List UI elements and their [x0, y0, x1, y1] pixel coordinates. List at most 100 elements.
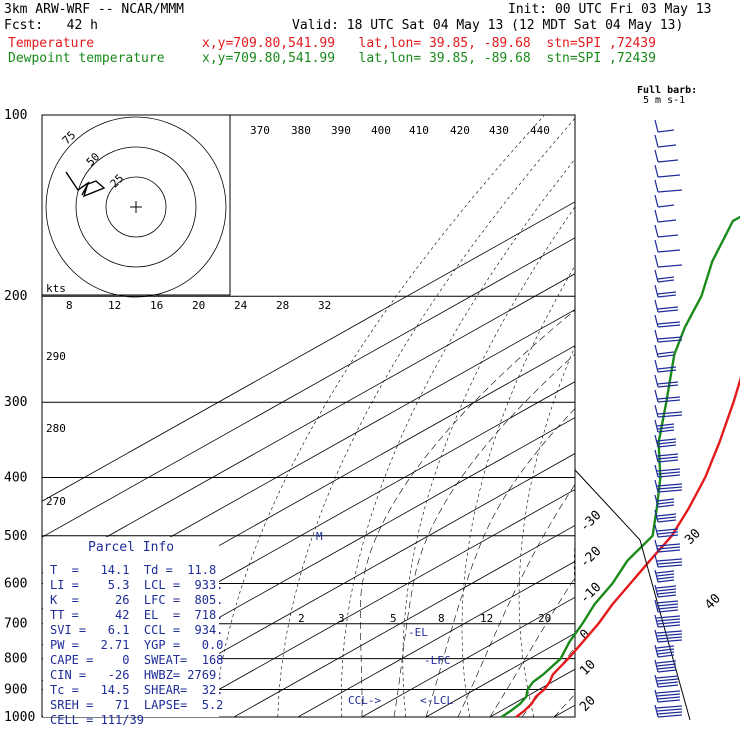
wind-barb-staff [654, 389, 659, 403]
wind-barb-flag [657, 606, 679, 610]
wind-barb-flag [657, 534, 679, 538]
wind-barb-staff [654, 284, 659, 298]
wind-barb-flag [657, 639, 683, 643]
wind-barb-staff [654, 659, 659, 673]
wind-barb-flag [656, 648, 675, 652]
mixing-ratio-label: 8 [438, 612, 445, 625]
pressure-tick-label: 100 [4, 108, 27, 123]
plot-frame [41, 114, 576, 718]
wind-barb-flag [656, 660, 677, 664]
wind-barb-staff [654, 584, 659, 598]
isotherm-tick-label: -20 [577, 544, 604, 571]
dry-adiabat-line [461, 265, 575, 717]
wind-barb-flag [657, 519, 677, 523]
pressure-tick-label: 1000 [4, 710, 35, 725]
theta-label: 430 [489, 124, 509, 137]
wind-barb-staff [654, 299, 659, 313]
wind-barb-flag [657, 396, 681, 400]
wind-barb-flag [657, 219, 677, 223]
theta-label: 370 [250, 124, 270, 137]
isotherm-line [42, 273, 575, 574]
valid-time: Valid: 18 UTC Sat 04 May 13 (12 MDT Sat … [292, 18, 684, 33]
isotherm-line [425, 632, 575, 717]
wind-barb-flag [656, 483, 683, 487]
parcel-row: PW = 2.71 YGP = 0.0 [50, 638, 224, 652]
wind-barb-staff [654, 539, 659, 553]
parcel-row: LI = 5.3 LCL = 933. [50, 578, 224, 592]
wind-barb-staff [654, 479, 659, 493]
wind-barb-flag [657, 429, 675, 433]
theta-label: 380 [291, 124, 311, 137]
wind-barb-flag [657, 696, 681, 700]
moist-adiabat-line [457, 483, 575, 717]
wind-barb-flag [657, 399, 681, 403]
wind-barb-flag [657, 384, 679, 388]
temperature-line [515, 376, 740, 718]
wind-barb-flag [657, 651, 675, 655]
wind-barb-staff [654, 644, 659, 658]
wind-barb-flag [657, 441, 677, 445]
wind-barb-flag [657, 489, 683, 493]
wind-barb-staff [654, 239, 659, 253]
dry-adiabat-line [573, 533, 575, 597]
wind-barb-flag [657, 366, 677, 370]
wind-barb-staff [654, 149, 659, 163]
isotherm-line [682, 115, 740, 717]
wind-barb-flag [657, 576, 675, 580]
wind-barb-flag [657, 309, 679, 313]
wind-barb-flag [657, 594, 677, 598]
wind-barb-flag [657, 516, 677, 520]
isotherm-line [42, 309, 575, 610]
wind-barb-flag [657, 636, 683, 640]
wind-barb-flag [656, 708, 683, 712]
moist-adiabat-line [618, 296, 740, 717]
pressure-tick-label: 700 [4, 617, 27, 632]
init-time: Init: 00 UTC Fri 03 May 13 [508, 2, 712, 17]
isotherm-line [42, 417, 575, 717]
wind-barb-flag [657, 276, 675, 280]
theta-label: 270 [46, 495, 66, 508]
wind-barb-staff [654, 344, 659, 358]
wind-barb-flag [657, 669, 677, 673]
wind-barb-staff [654, 554, 659, 568]
wind-barb-flag [657, 426, 675, 430]
wind-barb-flag [657, 294, 677, 298]
dry-adiabat-line [679, 115, 740, 717]
wind-barb-unit: 5 m s-1 [643, 95, 685, 106]
parcel-info-table: T = 14.1 Td = 11.8 LI = 5.3 LCL = 933. K… [50, 563, 223, 728]
wind-barb-staff [654, 179, 659, 193]
wind-barb-staff [654, 689, 659, 703]
wind-barb-staff [654, 374, 659, 388]
kts-tick-label: 16 [150, 299, 163, 312]
wind-barb-flag [657, 144, 677, 148]
wind-barb-flag [657, 129, 675, 133]
wind-barb-flag [656, 438, 677, 442]
frame-edge [639, 539, 691, 721]
wind-barb-staff [654, 524, 659, 538]
theta-label: 420 [450, 124, 470, 137]
wind-barb-flag [657, 579, 675, 583]
wind-barb-flag [657, 414, 683, 418]
wind-barb-staff [654, 314, 659, 328]
mixing-ratio-label: 12 [480, 612, 493, 625]
wind-barb-staff [654, 569, 659, 583]
wind-barb-flag [657, 621, 681, 625]
theta-label: 440 [530, 124, 550, 137]
wind-barb-staff [654, 224, 659, 238]
wind-barb-flag [657, 336, 683, 340]
hodograph-ring [105, 176, 167, 238]
mixing-ratio-label: 2 [298, 612, 305, 625]
model-title: 3km ARW-WRF -- NCAR/MMM [4, 2, 185, 17]
dry-adiabat-line [729, 115, 740, 717]
mixing-ratio-label: 3 [338, 612, 345, 625]
wind-barb-staff [654, 119, 659, 133]
isotherm-line [169, 489, 575, 717]
isotherm-line [233, 524, 575, 717]
wind-barb-flag [657, 159, 679, 163]
lfc-annotation: -LFC [424, 654, 451, 667]
wind-barb-flag [657, 339, 683, 343]
wind-barb-flag [656, 588, 677, 592]
wind-barb-flag [656, 543, 681, 547]
parcel-m-marker: M [316, 530, 323, 543]
lcl-annotation: <-LCL [420, 694, 453, 707]
